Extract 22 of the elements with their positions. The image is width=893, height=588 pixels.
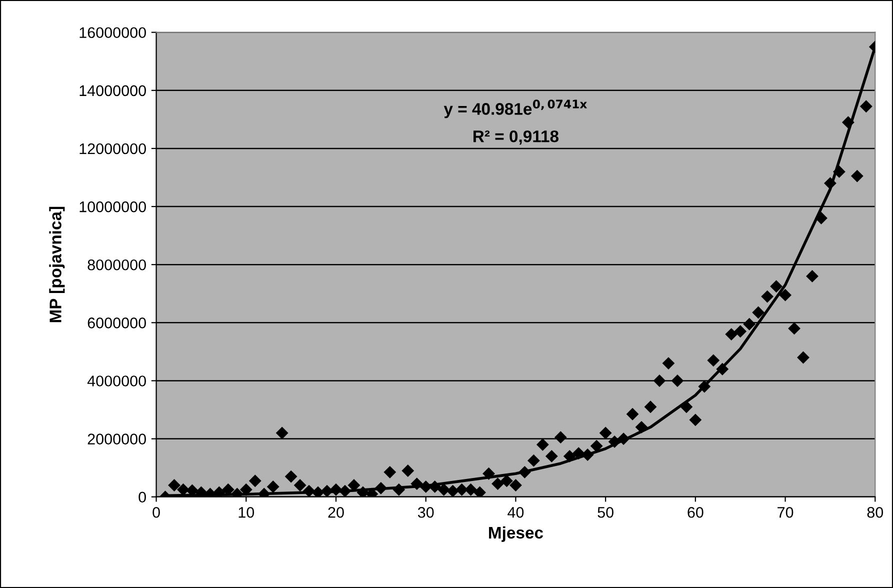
y-tick-label: 4000000: [87, 376, 146, 386]
y-tick-label: 2000000: [88, 434, 146, 444]
x-tick-label: 20: [328, 506, 344, 518]
y-tick-label: 8000000: [88, 259, 146, 270]
x-tick-label: 60: [688, 506, 704, 518]
y-axis-title: MP [pojavnica]: [49, 206, 65, 322]
annotation: y = 40.981e$^{0,0741x}$: [444, 100, 588, 118]
annotation: R² = 0,9118: [474, 130, 559, 145]
y-tick-label: 0: [138, 492, 146, 503]
x-tick-label: 80: [867, 506, 884, 518]
y-tick-label: 12000000: [80, 143, 146, 154]
x-tick-label: 40: [508, 506, 524, 518]
x-tick-label: 0: [152, 506, 160, 518]
x-axis-title: Mjesec: [489, 526, 544, 542]
y-tick-label: 10000000: [80, 201, 146, 212]
y-tick-label: 14000000: [80, 85, 146, 96]
x-tick-label: 70: [778, 506, 794, 518]
x-tick-label: 10: [238, 506, 254, 518]
x-tick-label: 50: [598, 506, 614, 518]
y-tick-label: 6000000: [88, 318, 146, 328]
y-tick-label: 16000000: [80, 27, 146, 38]
x-tick-label: 30: [418, 506, 434, 518]
